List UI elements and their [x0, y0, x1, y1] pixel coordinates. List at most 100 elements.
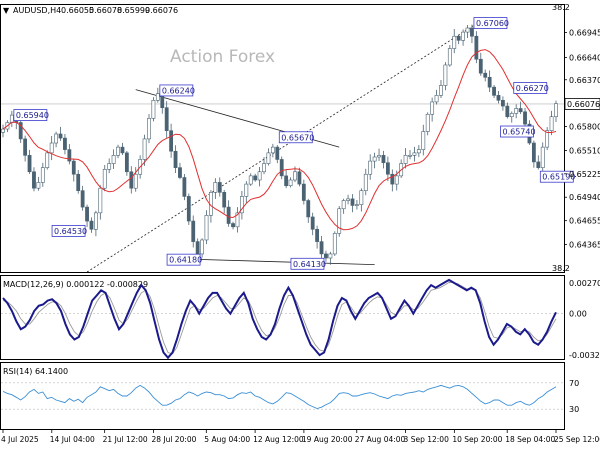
moving-average-line	[2, 49, 557, 231]
candle-body	[49, 142, 54, 154]
candle-body	[253, 175, 258, 181]
time-tick-label: 18 Sep 04:00	[505, 435, 555, 444]
time-tick-label: 21 Jul 12:00	[103, 435, 148, 444]
candle-body	[505, 105, 510, 118]
price-label: 0.64530	[54, 227, 87, 236]
price-label: 0.64130	[293, 260, 326, 269]
candle-body	[319, 241, 324, 255]
candle-body	[9, 114, 14, 123]
candle-body	[182, 177, 187, 197]
candle-body	[1, 128, 5, 133]
price-label-box	[166, 253, 201, 266]
candle-body	[226, 206, 231, 224]
candle-body	[518, 108, 523, 113]
candle-body	[381, 155, 386, 164]
candle-body	[262, 163, 266, 173]
rsi-panel-frame	[0, 362, 565, 430]
candle-body	[394, 175, 399, 185]
candle-body	[191, 220, 196, 242]
macd-tick-label: 0.002702	[569, 279, 600, 288]
candle-body	[248, 175, 253, 185]
candle-body	[496, 95, 501, 101]
candle-body	[545, 130, 550, 148]
rsi-layer	[1, 382, 564, 410]
candle-body	[346, 198, 350, 201]
ohlc-close: 0.66076	[145, 6, 178, 15]
candle-body	[301, 183, 306, 201]
dropdown-arrow-icon[interactable]: ▼	[3, 6, 10, 15]
candle-body	[337, 208, 342, 234]
candle-body	[310, 216, 315, 230]
candle-body	[443, 64, 448, 86]
candle-body	[244, 183, 249, 197]
candle-body	[32, 171, 36, 189]
candle-body	[412, 152, 417, 156]
candle-body	[474, 35, 479, 60]
trend-line-2	[86, 17, 486, 273]
candle-body	[554, 103, 558, 118]
candle-body	[403, 155, 408, 164]
ohlc-low: 0.65999	[117, 6, 150, 15]
candle-body	[235, 212, 240, 228]
candle-body	[523, 111, 527, 125]
time-tick-label: 14 Jul 04:00	[50, 435, 95, 444]
time-tick-label: 27 Aug 04:00	[355, 435, 406, 444]
candle-body	[501, 99, 505, 107]
time-tick-label: 4 Jul 2025	[1, 435, 39, 444]
candle-body	[297, 171, 302, 185]
price-label: 0.64180	[169, 256, 202, 265]
candle-body	[430, 101, 435, 115]
candle-body	[217, 182, 222, 193]
price-tick-label: 0.66945	[569, 29, 600, 38]
candle-body	[341, 200, 346, 210]
price-label: 0.66240	[162, 86, 195, 95]
price-label: 0.66270	[516, 84, 549, 93]
candle-body	[447, 48, 452, 66]
price-label: 0.65670	[281, 133, 314, 142]
rsi-title: RSI(14) 64.1400	[3, 367, 68, 376]
price-tick-label: 0.66370	[569, 76, 600, 85]
candle-body	[279, 159, 284, 177]
price-label-box	[500, 125, 534, 138]
axes-layer: 0.66945 0.66640 0.66370 0.66076 0.65800 0.655…	[1, 29, 600, 444]
price-label-box	[51, 225, 86, 237]
candle-body	[222, 192, 227, 208]
candle-body	[80, 190, 85, 208]
candle-body	[509, 113, 514, 118]
candle-body	[328, 253, 333, 259]
candle-body	[270, 146, 275, 154]
candle-body	[350, 198, 355, 206]
candle-body	[85, 206, 89, 222]
candle-body	[124, 152, 129, 173]
macd-title: MACD(12,26,9) 0.000122 -0.000829	[3, 280, 148, 289]
price-label: 0.65190	[542, 173, 575, 182]
rsi-line	[2, 384, 557, 409]
price-tick-label: 0.65510	[569, 146, 600, 155]
price-tick-label: 0.65225	[569, 170, 600, 179]
current-price-label: 0.66076	[567, 100, 600, 109]
rsi-tick-label: 70	[569, 379, 579, 388]
candle-body	[111, 155, 116, 164]
price-panel-frame	[0, 4, 565, 273]
price-tick-label: 0.64655	[569, 217, 600, 226]
candle-body	[456, 35, 461, 41]
candle-body	[195, 241, 200, 255]
candle-body	[266, 152, 271, 164]
candle-body	[204, 215, 209, 241]
candle-body	[368, 160, 373, 175]
candle-body	[71, 160, 76, 175]
candle-body	[315, 228, 320, 242]
price-tick-label: 0.66640	[569, 54, 600, 63]
candle-body	[169, 130, 174, 152]
macd-main-line	[2, 278, 557, 360]
candle-body	[173, 150, 178, 168]
macd-panel-frame	[0, 275, 565, 360]
candle-body	[102, 169, 107, 189]
price-label: 0.65740	[502, 128, 535, 137]
candle-body	[284, 175, 289, 187]
candle-body	[549, 116, 554, 131]
price-label-box	[513, 82, 548, 94]
candle-body	[147, 118, 151, 140]
candle-body	[421, 131, 426, 150]
